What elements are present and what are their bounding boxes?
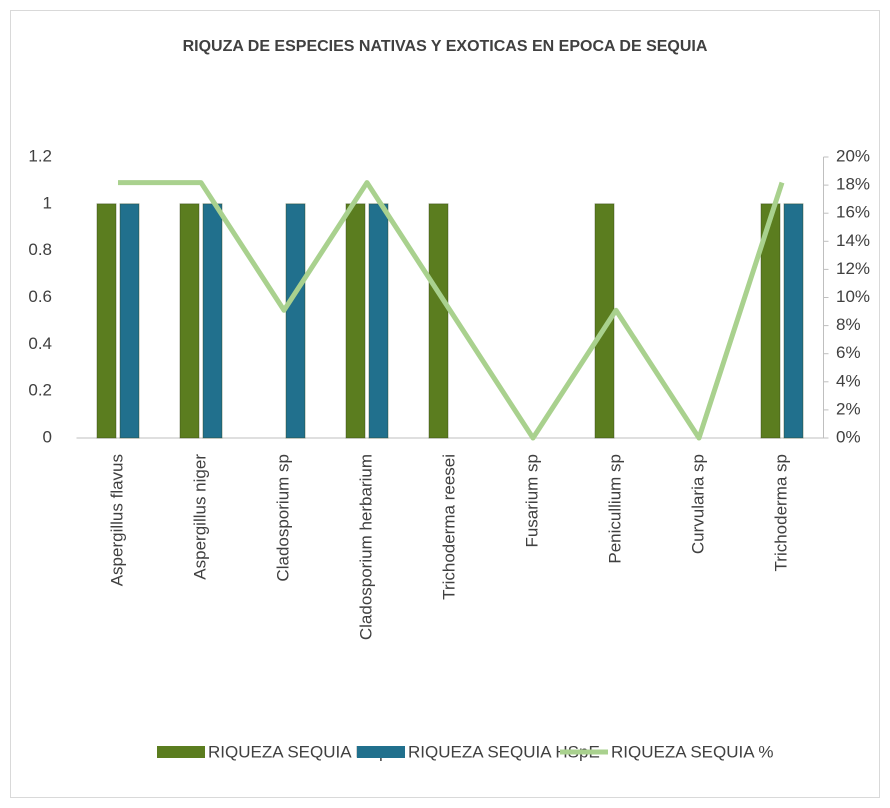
y2-tick-label: 10% [836,287,870,306]
y2-tick-label: 16% [836,203,870,222]
bar [202,203,223,439]
y-tick-label: 0.2 [28,381,52,400]
bar [594,203,615,439]
x-tick-label: Curvularia sp [688,454,707,554]
x-tick-label: Fusarium sp [522,454,541,548]
legend-label: RIQUEZA SEQUIA % [611,742,774,761]
line [118,180,785,441]
x-tick-label: Aspergillus niger [190,454,209,580]
bar [345,203,366,439]
x-tick-label: Trichoderma sp [771,454,790,571]
y-tick-label: 1 [43,193,52,212]
x-tick-label: Trichoderma reesei [439,454,458,600]
y-tick-label: 0.6 [28,287,52,306]
bar [96,203,117,439]
bar [179,203,200,439]
chart-title: RIQUZA DE ESPECIES NATIVAS Y EXOTICAS EN… [183,38,708,55]
legend-swatch [157,746,205,758]
bar [428,203,449,439]
x-tick-label: Cladosporium sp [273,454,292,582]
y2-tick-label: 2% [836,399,861,418]
bar [783,203,804,439]
bar [760,203,781,439]
legend-label: RIQUEZA SEQUIA HSpN [208,742,401,761]
bar [368,203,389,439]
y2-tick-label: 12% [836,259,870,278]
y2-tick-label: 18% [836,175,870,194]
y-tick-label: 0 [43,427,52,446]
bar [285,203,306,439]
y2-tick-label: 6% [836,343,861,362]
legend-swatch [357,746,405,758]
legend-label: RIQUEZA SEQUIA HSpE [408,742,600,761]
y2-tick-label: 0% [836,427,861,446]
bar [119,203,140,439]
x-tick-label: Cladosporium herbarium [356,454,375,640]
y2-tick-label: 20% [836,146,870,165]
y2-tick-label: 4% [836,371,861,390]
y2-tick-label: 14% [836,231,870,250]
x-tick-label: Aspergillus flavus [107,454,126,586]
y2-tick-label: 8% [836,315,861,334]
y-tick-label: 1.2 [28,146,52,165]
x-tick-label: Penicullium sp [605,454,624,564]
y-tick-label: 0.8 [28,240,52,259]
y-tick-label: 0.4 [28,334,52,353]
